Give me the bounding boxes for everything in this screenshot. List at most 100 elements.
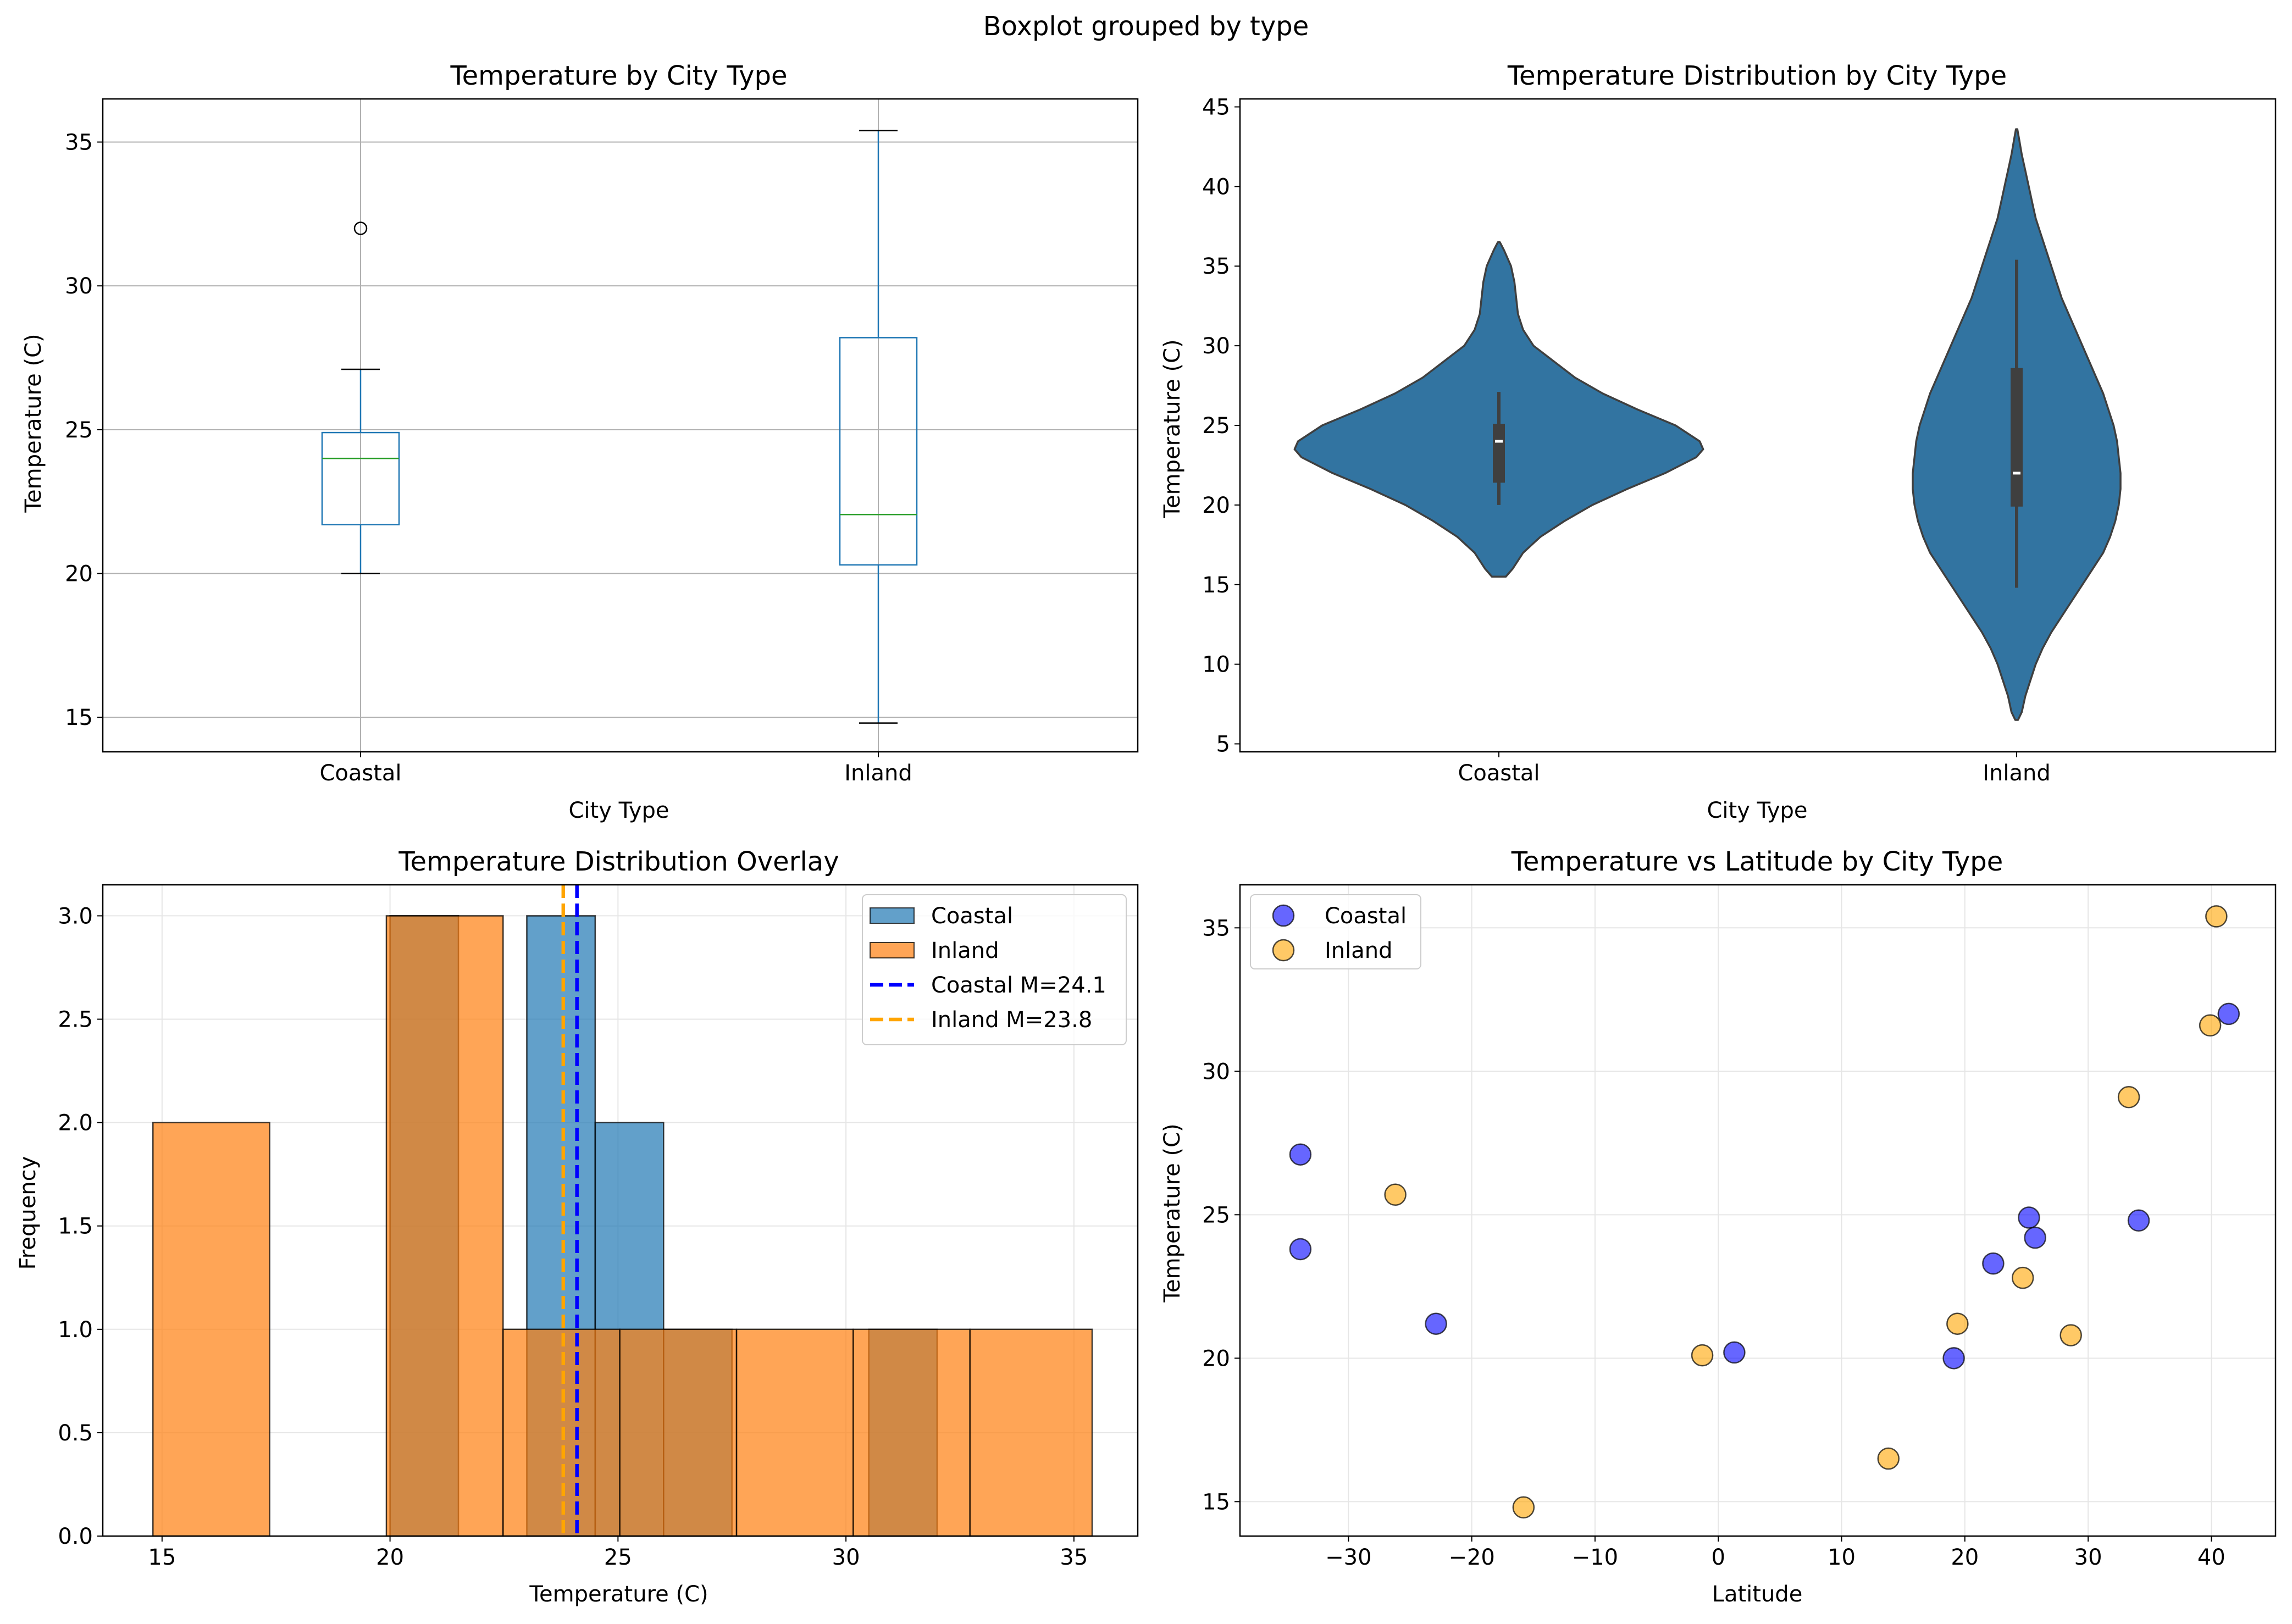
coastal-box	[321, 431, 400, 525]
violin-title: Temperature Distribution by City Type	[1507, 60, 2007, 91]
boxplot-x-axis-label: City Type	[569, 798, 669, 823]
histogram-x-axis-label: Temperature (C)	[529, 1582, 708, 1607]
coastal-scatter-point	[1425, 1312, 1447, 1335]
violin-x-axis-label: City Type	[1707, 798, 1808, 823]
inland-histogram-bar	[502, 1328, 621, 1537]
inland-scatter-point	[1877, 1447, 1900, 1470]
coastal-outlier	[353, 221, 368, 235]
scatter-x-tick-label: 0	[1712, 1545, 1725, 1570]
histogram-y-tick-label: 0.0	[58, 1524, 93, 1549]
scatter-legend-inland-label: Inland	[1325, 938, 1393, 963]
inland-histogram-bar	[969, 1328, 1093, 1537]
inland-histogram-bar	[152, 1122, 270, 1537]
histogram-y-tick-label: 1.0	[58, 1317, 93, 1343]
scatter-axes-frame	[1239, 884, 2277, 1537]
scatter-x-tick-label: −20	[1448, 1545, 1494, 1570]
coastal-scatter-point	[2127, 1209, 2150, 1232]
legend-inland-mean-label: Inland M=23.8	[931, 1007, 1092, 1033]
histogram-x-tick-label: 15	[148, 1545, 176, 1570]
violin-y-tick-label: 20	[1202, 493, 1230, 518]
coastal-scatter-point	[1289, 1238, 1312, 1261]
figure-suptitle: Boxplot grouped by type	[983, 11, 1309, 42]
legend-coastal-swatch	[870, 907, 915, 924]
histogram-y-tick-label: 0.5	[58, 1421, 93, 1446]
boxplot-y-tick-label: 35	[65, 130, 93, 156]
scatter-x-axis-label: Latitude	[1712, 1582, 1803, 1607]
coastal-scatter-point	[2217, 1002, 2240, 1026]
histogram-y-tick-label: 3.0	[58, 904, 93, 929]
coastal-scatter-point	[1982, 1252, 2005, 1275]
boxplot-axes-frame	[102, 98, 1139, 753]
boxplot-y-axis-label: Temperature (C)	[21, 334, 46, 513]
inland-scatter-point	[1384, 1183, 1407, 1206]
inland-histogram-bar	[619, 1328, 738, 1537]
inland-scatter-point	[2011, 1266, 2034, 1289]
violin-x-tick-label: Coastal	[1458, 761, 1540, 786]
scatter-x-tick-label: −30	[1325, 1545, 1371, 1570]
scatter-y-tick-label: 20	[1202, 1346, 1230, 1371]
histogram-y-axis-label: Frequency	[15, 1156, 41, 1270]
histogram-y-tick-label: 1.5	[58, 1214, 93, 1239]
scatter-x-tick-label: 20	[1951, 1545, 1979, 1570]
inland-scatter-point	[2117, 1086, 2140, 1108]
inland-scatter-point	[1691, 1344, 1714, 1367]
violin-y-tick-label: 25	[1202, 413, 1230, 439]
histogram-title: Temperature Distribution Overlay	[398, 846, 839, 877]
legend-coastal-label: Coastal	[931, 904, 1013, 929]
inland-violin-iqr-box	[2011, 368, 2023, 507]
boxplot-panel: Temperature by City Type City Type Tempe…	[21, 60, 1139, 823]
inland-scatter-point	[1946, 1312, 1969, 1335]
scatter-y-tick-label: 30	[1202, 1059, 1230, 1084]
violin-y-axis-label: Temperature (C)	[1160, 339, 1185, 518]
boxplot-y-tick-label: 30	[65, 274, 93, 299]
scatter-x-tick-label: 10	[1828, 1545, 1856, 1570]
boxplot-title: Temperature by City Type	[450, 60, 787, 91]
boxplot-y-tick-label: 20	[65, 562, 93, 587]
scatter-legend-coastal-marker	[1272, 904, 1295, 927]
coastal-scatter-point	[1723, 1341, 1746, 1364]
violin-y-tick-label: 10	[1202, 652, 1230, 678]
histogram-x-tick-label: 30	[832, 1545, 860, 1570]
violin-y-tick-label: 35	[1202, 254, 1230, 279]
histogram-y-tick-label: 2.0	[58, 1111, 93, 1136]
coastal-scatter-point	[2018, 1206, 2040, 1229]
inland-histogram-bar	[852, 1328, 971, 1537]
histogram-legend-box	[862, 894, 1127, 1045]
boxplot-x-tick-label: Coastal	[319, 761, 401, 786]
histogram-y-tick-label: 2.5	[58, 1007, 93, 1033]
scatter-y-tick-label: 25	[1202, 1202, 1230, 1228]
violin-axes-frame	[1239, 98, 2277, 753]
histogram-x-tick-label: 25	[604, 1545, 632, 1570]
legend-coastal-mean-label: Coastal M=24.1	[931, 973, 1106, 998]
scatter-y-tick-label: 15	[1202, 1489, 1230, 1515]
scatter-legend-coastal-label: Coastal	[1325, 904, 1407, 929]
boxplot-x-tick-label: Inland	[844, 761, 912, 786]
inland-histogram-bar	[735, 1328, 854, 1537]
inland-scatter-point	[2205, 905, 2228, 928]
inland-scatter-point	[2199, 1014, 2222, 1037]
violin-y-tick-label: 15	[1202, 573, 1230, 598]
histogram-axes-frame	[102, 884, 1139, 1537]
boxplot-y-tick-label: 15	[65, 705, 93, 730]
boxplot-y-tick-label: 25	[65, 418, 93, 443]
inland-histogram-bar	[385, 915, 504, 1537]
scatter-x-tick-label: −10	[1572, 1545, 1618, 1570]
violin-y-tick-label: 45	[1202, 95, 1230, 120]
violin-x-tick-label: Inland	[1983, 761, 2051, 786]
violin-y-tick-label: 5	[1216, 732, 1230, 757]
scatter-x-tick-label: 40	[2197, 1545, 2225, 1570]
scatter-title: Temperature vs Latitude by City Type	[1511, 846, 2003, 877]
scatter-x-tick-label: 30	[2074, 1545, 2102, 1570]
violin-panel: Temperature Distribution by City Type Ci…	[1160, 60, 2277, 823]
violin-y-tick-label: 30	[1202, 334, 1230, 359]
scatter-legend-inland-marker	[1272, 939, 1295, 962]
inland-scatter-point	[2060, 1324, 2082, 1346]
inland-box	[839, 337, 918, 566]
scatter-y-axis-label: Temperature (C)	[1160, 1123, 1185, 1302]
coastal-scatter-point	[2024, 1226, 2046, 1249]
scatter-panel: Temperature vs Latitude by City Type Lat…	[1160, 846, 2277, 1607]
coastal-violin-iqr-box	[1493, 424, 1505, 483]
legend-inland-swatch	[870, 942, 915, 958]
